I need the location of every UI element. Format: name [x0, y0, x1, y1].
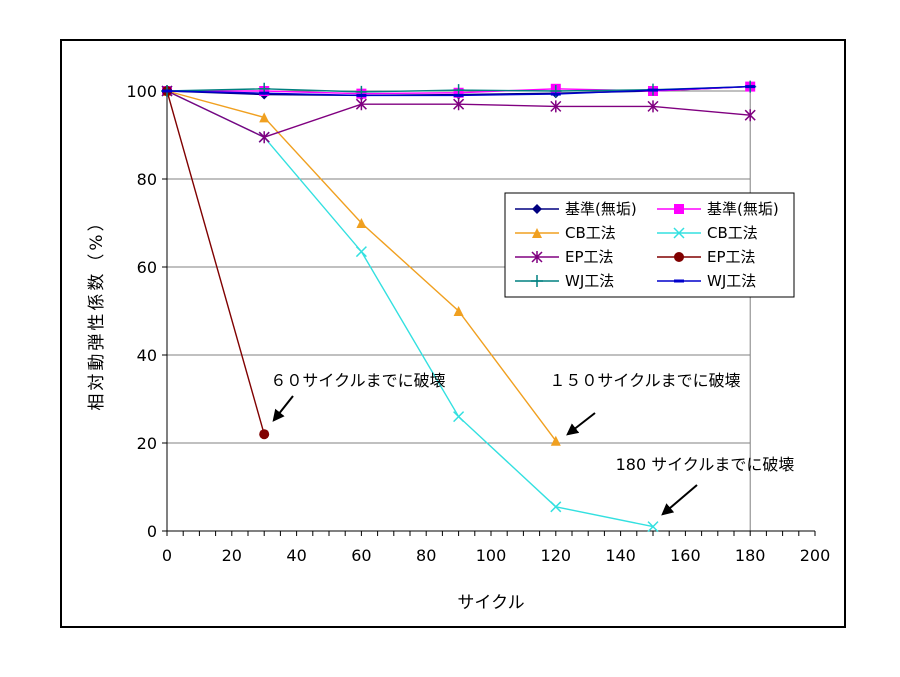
- series-line: [166, 90, 265, 435]
- data-point: [453, 98, 465, 111]
- data-point: [259, 112, 270, 123]
- data-point: [674, 252, 684, 262]
- data-point: [356, 93, 367, 97]
- x-tick-label: 180: [735, 546, 766, 565]
- data-point: [531, 251, 543, 263]
- legend-entry-6: WJ工法: [515, 272, 614, 290]
- data-point: [453, 306, 464, 316]
- data-point: [532, 204, 542, 214]
- annotation-arrow: [272, 395, 294, 422]
- series-2: [162, 86, 561, 446]
- legend-entry-3: CB工法: [657, 224, 758, 242]
- data-point: [550, 435, 561, 446]
- chart-frame: [60, 39, 846, 628]
- y-axis-title: 相対動弾性係数（%）: [87, 211, 107, 410]
- series-7: [162, 85, 756, 97]
- x-tick-label: 120: [541, 546, 572, 565]
- legend-entry-1: 基準(無垢): [657, 200, 779, 218]
- data-point: [647, 521, 659, 533]
- legend-entry-5: EP工法: [657, 248, 756, 266]
- legend-entry-4: EP工法: [515, 248, 614, 266]
- data-point: [647, 100, 659, 113]
- legend-label: 基準(無垢): [565, 200, 637, 218]
- annotation-text: ６０サイクルまでに破壊: [270, 371, 445, 390]
- data-point: [648, 88, 658, 92]
- data-point: [674, 279, 684, 283]
- series-3: [161, 85, 659, 533]
- data-point: [550, 501, 562, 513]
- legend-label: CB工法: [707, 224, 758, 242]
- y-tick-label: 20: [137, 434, 157, 453]
- y-tick-label: 100: [126, 82, 157, 101]
- annotation-text: 180 サイクルまでに破壊: [616, 455, 795, 474]
- y-tick-label: 60: [137, 258, 157, 277]
- legend-label: EP工法: [565, 248, 614, 266]
- x-tick-label: 60: [351, 546, 371, 565]
- data-point: [162, 89, 172, 93]
- data-point: [258, 131, 270, 144]
- data-point: [674, 204, 684, 214]
- legend-label: 基準(無垢): [707, 200, 779, 218]
- y-tick-label: 40: [137, 346, 157, 365]
- annotation-arrow: [566, 412, 596, 436]
- data-point: [673, 227, 685, 239]
- series-4: [161, 85, 756, 144]
- data-point: [355, 246, 367, 258]
- data-point: [550, 100, 562, 113]
- data-point: [453, 411, 465, 423]
- annotation-arrow: [661, 484, 698, 516]
- legend-label: EP工法: [707, 248, 756, 266]
- y-tick-label: 0: [147, 522, 157, 541]
- data-point: [531, 275, 543, 287]
- legend-box: [504, 192, 795, 298]
- x-tick-label: 140: [605, 546, 636, 565]
- y-tick-label: 80: [137, 170, 157, 189]
- data-point: [532, 228, 542, 238]
- x-tick-label: 100: [476, 546, 507, 565]
- data-point: [745, 85, 756, 89]
- series-5: [162, 86, 270, 440]
- legend-entry-0: 基準(無垢): [515, 200, 637, 218]
- data-point: [259, 429, 270, 440]
- data-point: [453, 93, 464, 97]
- x-tick-label: 160: [670, 546, 701, 565]
- data-point: [259, 91, 270, 95]
- x-tick-label: 200: [800, 546, 831, 565]
- x-tick-label: 80: [416, 546, 436, 565]
- data-point: [550, 92, 561, 96]
- legend-label: CB工法: [565, 224, 616, 242]
- x-tick-label: 0: [162, 546, 172, 565]
- data-point: [356, 218, 367, 228]
- x-tick-label: 20: [222, 546, 242, 565]
- x-tick-label: 40: [286, 546, 306, 565]
- annotation-text: １５０サイクルまでに破壊: [549, 371, 740, 390]
- legend-entry-2: CB工法: [515, 224, 616, 242]
- legend-label: WJ工法: [707, 272, 756, 290]
- x-axis-title: サイクル: [457, 593, 524, 613]
- series-line: [166, 90, 654, 528]
- data-point: [744, 109, 756, 122]
- data-point: [355, 98, 367, 111]
- legend-entry-7: WJ工法: [657, 272, 756, 290]
- legend-label: WJ工法: [565, 272, 614, 290]
